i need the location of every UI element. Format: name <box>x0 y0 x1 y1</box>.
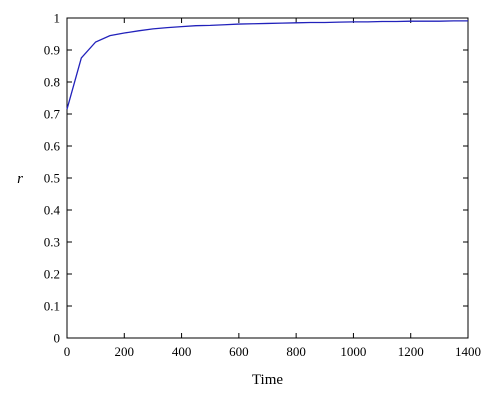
series-layer <box>66 20 468 110</box>
plot-frame <box>66 17 469 339</box>
x-tick-label: 400 <box>172 344 192 359</box>
x-tick-label: 600 <box>229 344 249 359</box>
y-tick-label: 0.9 <box>44 43 60 58</box>
y-tick-label: 0.6 <box>44 139 61 154</box>
y-tick-label: 1 <box>54 11 61 26</box>
x-tick-label: 0 <box>64 344 71 359</box>
x-tick-label: 1200 <box>398 344 424 359</box>
y-tick-label: 0.7 <box>44 107 61 122</box>
y-axis: 0 0.1 0.2 0.3 0.4 0.5 0.6 0.7 0.8 0.9 1 <box>44 11 468 346</box>
x-tick-label: 1000 <box>340 344 366 359</box>
y-tick-label: 0.2 <box>44 267 60 282</box>
y-tick-label: 0 <box>54 331 61 346</box>
y-axis-label: r <box>17 171 23 187</box>
y-tick-label: 0.5 <box>44 171 60 186</box>
y-tick-label: 0.8 <box>44 75 60 90</box>
y-tick-label: 0.1 <box>44 299 60 314</box>
x-axis: 0 200 400 600 800 1000 1200 1400 <box>64 18 481 359</box>
x-tick-label: 800 <box>286 344 306 359</box>
series-line <box>66 20 468 110</box>
y-tick-label: 0.4 <box>44 203 61 218</box>
y-tick-label: 0.3 <box>44 235 60 250</box>
x-tick-label: 200 <box>115 344 135 359</box>
x-tick-label: 1400 <box>455 344 481 359</box>
x-axis-label: Time <box>252 372 283 388</box>
